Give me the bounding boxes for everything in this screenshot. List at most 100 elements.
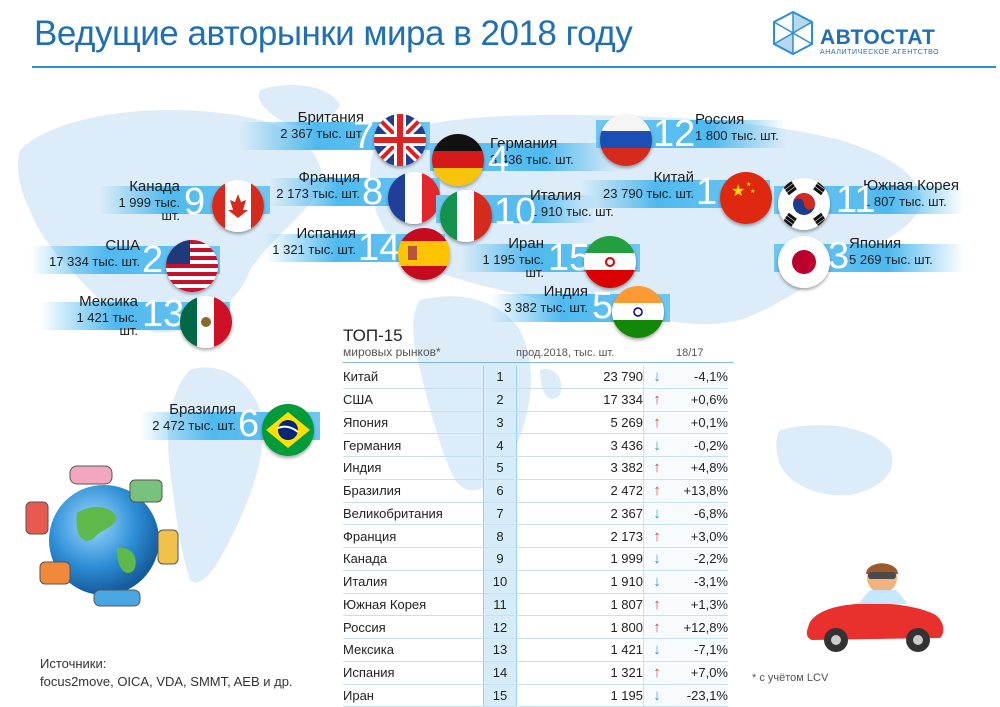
table-row: Франция 8 2 173 ↑ +3,0% <box>343 524 728 548</box>
row-change: +1,3% <box>670 593 728 617</box>
row-country: Испания <box>343 661 484 685</box>
title-divider <box>32 66 996 68</box>
row-change: -7,1% <box>670 638 728 662</box>
row-sales: 1 321 <box>516 661 644 685</box>
row-change: -4,1% <box>670 366 728 389</box>
marker-value: 1 195 тыс. шт. <box>482 252 544 280</box>
arrow-up-icon: ↑ <box>643 615 670 639</box>
row-country: Германия <box>343 433 484 457</box>
arrow-up-icon: ↑ <box>643 388 670 412</box>
row-sales: 1 910 <box>516 570 644 594</box>
marker-value: 2 367 тыс. шт. <box>280 126 364 141</box>
marker-label: Франция 2 173 тыс. шт. <box>276 170 360 200</box>
row-sales: 23 790 <box>516 366 644 389</box>
avtostat-logo: АВТОСТАТ АНАЛИТИЧЕСКОЕ АГЕНТСТВО <box>770 8 970 60</box>
marker-country: Индия <box>543 283 588 300</box>
red-car-illustration <box>806 563 944 652</box>
svg-text:★: ★ <box>746 181 751 188</box>
row-rank: 3 <box>483 411 517 435</box>
marker-label: Южная Корея 1 807 тыс. шт. <box>863 178 983 208</box>
row-country: Италия <box>343 570 484 594</box>
marker-rank: 1 <box>696 171 718 213</box>
table-subtitle: мировых рынков* <box>343 345 441 359</box>
row-country: Япония <box>343 411 484 435</box>
row-change: +0,6% <box>670 388 728 412</box>
arrow-up-icon: ↑ <box>643 456 670 480</box>
marker-label: Мексика 1 421 тыс. шт. <box>56 294 138 337</box>
marker-value: 3 436 тыс. шт. <box>490 152 574 167</box>
marker-country: Южная Корея <box>863 177 959 194</box>
row-change: +0,1% <box>670 411 728 435</box>
row-rank: 10 <box>483 570 517 594</box>
marker-label: Китай 23 790 тыс. шт. <box>586 170 694 200</box>
row-rank: 2 <box>483 388 517 412</box>
marker-rank: 7 <box>353 115 375 157</box>
japan-flag <box>778 236 830 288</box>
arrow-down-icon: ↓ <box>643 502 670 526</box>
row-country: Иран <box>343 684 484 707</box>
marker-value: 1 910 тыс. шт. <box>530 204 614 219</box>
row-sales: 3 436 <box>516 433 644 457</box>
marker-label: Италия 1 910 тыс. шт. <box>530 188 620 218</box>
table-row: Германия 4 3 436 ↓ -0,2% <box>343 433 728 457</box>
row-rank: 15 <box>483 684 517 707</box>
table-row: Россия 12 1 800 ↑ +12,8% <box>343 615 728 639</box>
table-row: Южная Корея 11 1 807 ↑ +1,3% <box>343 593 728 617</box>
row-sales: 2 367 <box>516 502 644 526</box>
marker-country: Бразилия <box>169 401 236 418</box>
marker-country: Испания <box>296 225 356 242</box>
uk-flag <box>374 114 426 166</box>
table-row: Италия 10 1 910 ↓ -3,1% <box>343 570 728 594</box>
table-header-divider <box>343 362 733 363</box>
marker-country: Канада <box>129 178 180 195</box>
marker-rank: 14 <box>358 227 401 269</box>
svg-text:★: ★ <box>750 188 755 195</box>
marker-rank: 9 <box>184 181 206 223</box>
table-row: Индия 5 3 382 ↑ +4,8% <box>343 456 728 480</box>
india-flag <box>612 286 664 338</box>
marker-country: Россия <box>695 111 745 128</box>
marker-country: Иран <box>508 235 544 252</box>
row-change: +7,0% <box>670 661 728 685</box>
marker-label: Индия 3 382 тыс. шт. <box>500 284 588 314</box>
arrow-down-icon: ↓ <box>643 433 670 457</box>
korea-flag <box>778 178 830 230</box>
marker-label: США 17 334 тыс. шт. <box>36 238 140 268</box>
row-country: Китай <box>343 366 484 389</box>
row-sales: 1 807 <box>516 593 644 617</box>
marker-rank: 15 <box>548 237 591 279</box>
germany-flag <box>432 134 484 186</box>
table-row: Мексика 13 1 421 ↓ -7,1% <box>343 638 728 662</box>
marker-value: 2 472 тыс. шт. <box>152 418 236 433</box>
table-row: США 2 17 334 ↑ +0,6% <box>343 388 728 412</box>
row-country: Канада <box>343 547 484 571</box>
marker-value: 5 269 тыс. шт. <box>849 252 933 267</box>
marker-rank: 2 <box>142 239 164 281</box>
row-rank: 12 <box>483 615 517 639</box>
arrow-down-icon: ↓ <box>643 570 670 594</box>
marker-value: 23 790 тыс. шт. <box>603 186 694 201</box>
marker-country: Германия <box>490 135 558 152</box>
marker-label: Бразилия 2 472 тыс. шт. <box>144 402 236 432</box>
marker-value: 2 173 тыс. шт. <box>276 186 360 201</box>
marker-label: Канада 1 999 тыс. шт. <box>98 179 180 222</box>
marker-country: Китай <box>653 169 694 186</box>
page-title: Ведущие авторынки мира в 2018 году <box>34 14 633 53</box>
arrow-up-icon: ↑ <box>643 524 670 548</box>
row-change: +3,0% <box>670 524 728 548</box>
row-sales: 5 269 <box>516 411 644 435</box>
row-sales: 2 173 <box>516 524 644 548</box>
row-change: +4,8% <box>670 456 728 480</box>
row-sales: 2 472 <box>516 479 644 503</box>
arrow-up-icon: ↑ <box>643 411 670 435</box>
row-sales: 17 334 <box>516 388 644 412</box>
arrow-down-icon: ↓ <box>643 366 670 389</box>
logo-name: АВТОСТАТ <box>820 26 936 49</box>
marker-rank: 5 <box>592 285 614 327</box>
table-row: Япония 3 5 269 ↑ +0,1% <box>343 411 728 435</box>
arrow-down-icon: ↓ <box>643 684 670 707</box>
row-sales: 3 382 <box>516 456 644 480</box>
marker-value: 1 421 тыс. шт. <box>76 310 138 338</box>
table-row: Бразилия 6 2 472 ↑ +13,8% <box>343 479 728 503</box>
row-country: Мексика <box>343 638 484 662</box>
